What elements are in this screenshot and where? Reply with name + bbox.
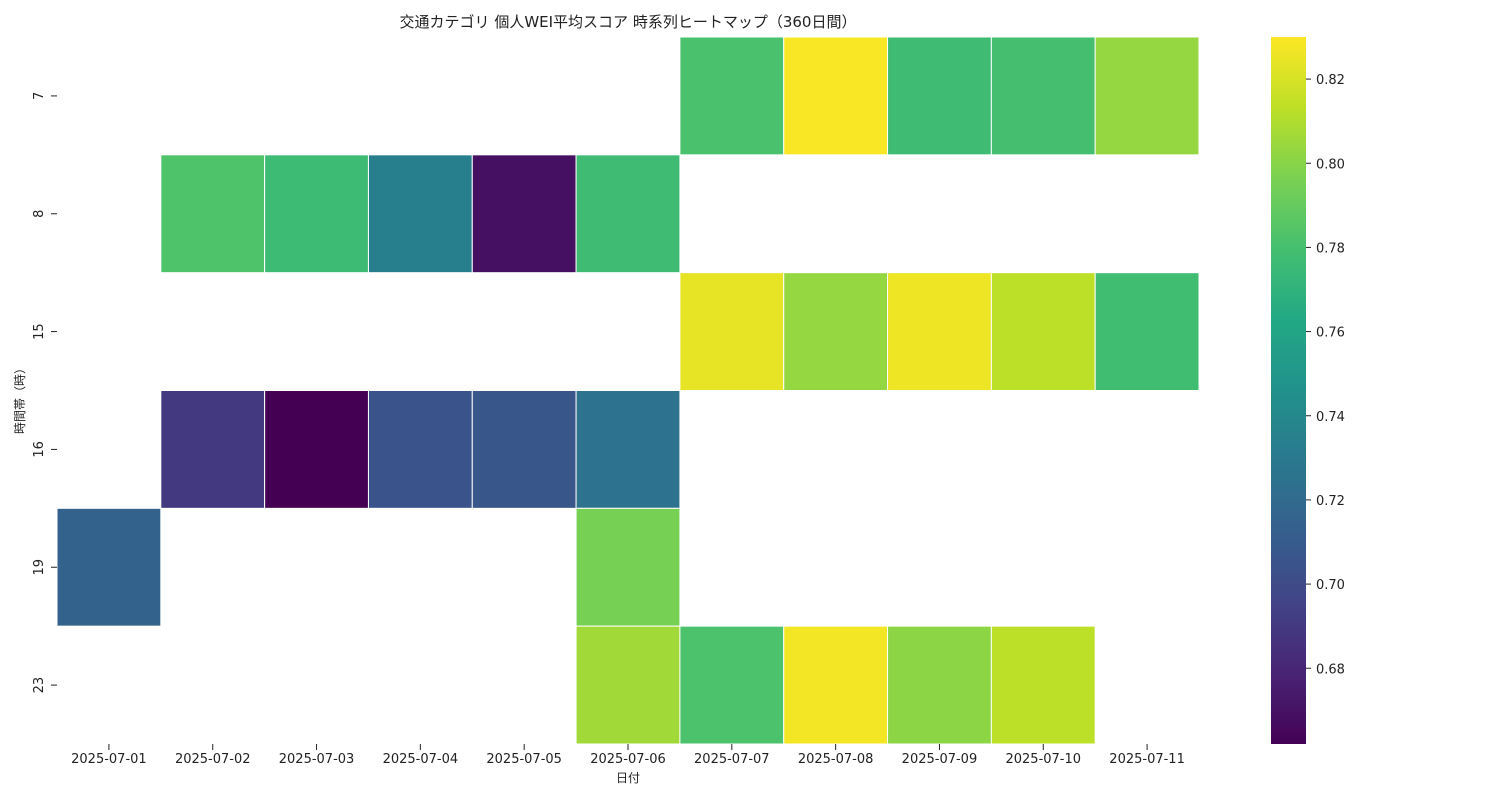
colorbar-tick-label: 0.78 [1316, 241, 1345, 256]
colorbar [1271, 37, 1306, 744]
y-tick-label: 15 [32, 323, 47, 340]
x-tick-label: 2025-07-08 [798, 752, 874, 767]
x-tick-label: 2025-07-09 [902, 752, 978, 767]
heatmap-cell [264, 390, 369, 509]
colorbar-tick-label: 0.74 [1316, 410, 1345, 425]
heatmap-cell [783, 625, 889, 745]
colorbar-ticks: 0.68 0.70 0.72 0.74 0.76 0.78 0.80 0.82 [1306, 73, 1345, 677]
colorbar-tick-label: 0.82 [1316, 73, 1345, 88]
heatmap-cell [783, 272, 889, 391]
y-tick-label: 23 [32, 677, 47, 694]
x-axis-label: 日付 [616, 771, 640, 785]
heatmap-cell [990, 625, 1096, 745]
x-tick-label: 2025-07-11 [1109, 752, 1185, 767]
x-tick-label: 2025-07-03 [279, 752, 355, 767]
y-tick-label: 8 [32, 210, 47, 218]
x-tick-label: 2025-07-01 [71, 752, 147, 767]
heatmap-cell [471, 390, 577, 509]
x-tick-label: 2025-07-02 [175, 752, 251, 767]
heatmap-cell [160, 154, 266, 274]
x-tick-label: 2025-07-07 [694, 752, 770, 767]
heatmap-cell [575, 507, 681, 627]
chart-title: 交通カテゴリ 個人WEI平均スコア 時系列ヒートマップ（360日間） [400, 13, 857, 31]
heatmap-cell [1094, 272, 1200, 391]
colorbar-tick-label: 0.72 [1316, 494, 1345, 509]
y-tick-label: 16 [32, 441, 47, 458]
y-tick-label: 19 [32, 559, 47, 576]
x-tick-label: 2025-07-06 [590, 752, 666, 767]
x-tick-label: 2025-07-05 [486, 752, 562, 767]
heatmap-cell [887, 36, 992, 156]
heatmap-cell [575, 625, 681, 745]
heatmap-cells [56, 36, 1200, 745]
heatmap-cell [990, 36, 1096, 156]
heatmap-cell [56, 507, 162, 627]
colorbar-tick-label: 0.68 [1316, 662, 1345, 677]
heatmap-cell [990, 272, 1096, 391]
heatmap-cell [471, 154, 577, 274]
x-tick-label: 2025-07-10 [1005, 752, 1081, 767]
heatmap-cell [679, 625, 785, 745]
heatmap-cell [887, 625, 992, 745]
heatmap-cell [887, 272, 992, 391]
y-axis-label: 時間帯（時） [13, 362, 27, 434]
x-axis-ticks: 2025-07-01 2025-07-02 2025-07-03 2025-07-04… [71, 744, 1185, 767]
colorbar-tick-label: 0.80 [1316, 157, 1345, 172]
heatmap-cell [367, 154, 473, 274]
heatmap-cell [783, 36, 889, 156]
heatmap-cell [367, 390, 473, 509]
heatmap-cell [575, 390, 681, 509]
colorbar-tick-label: 0.76 [1316, 326, 1345, 341]
y-tick-label: 7 [32, 92, 47, 100]
heatmap-cell [264, 154, 369, 274]
heatmap-cell [1094, 36, 1200, 156]
colorbar-tick-label: 0.70 [1316, 578, 1345, 593]
heatmap-cell [160, 390, 266, 509]
x-tick-label: 2025-07-04 [383, 752, 459, 767]
y-axis-ticks: 7 8 15 16 19 23 [32, 92, 57, 694]
heatmap-cell [575, 154, 681, 274]
heatmap-cell [679, 36, 785, 156]
heatmap-cell [679, 272, 785, 391]
